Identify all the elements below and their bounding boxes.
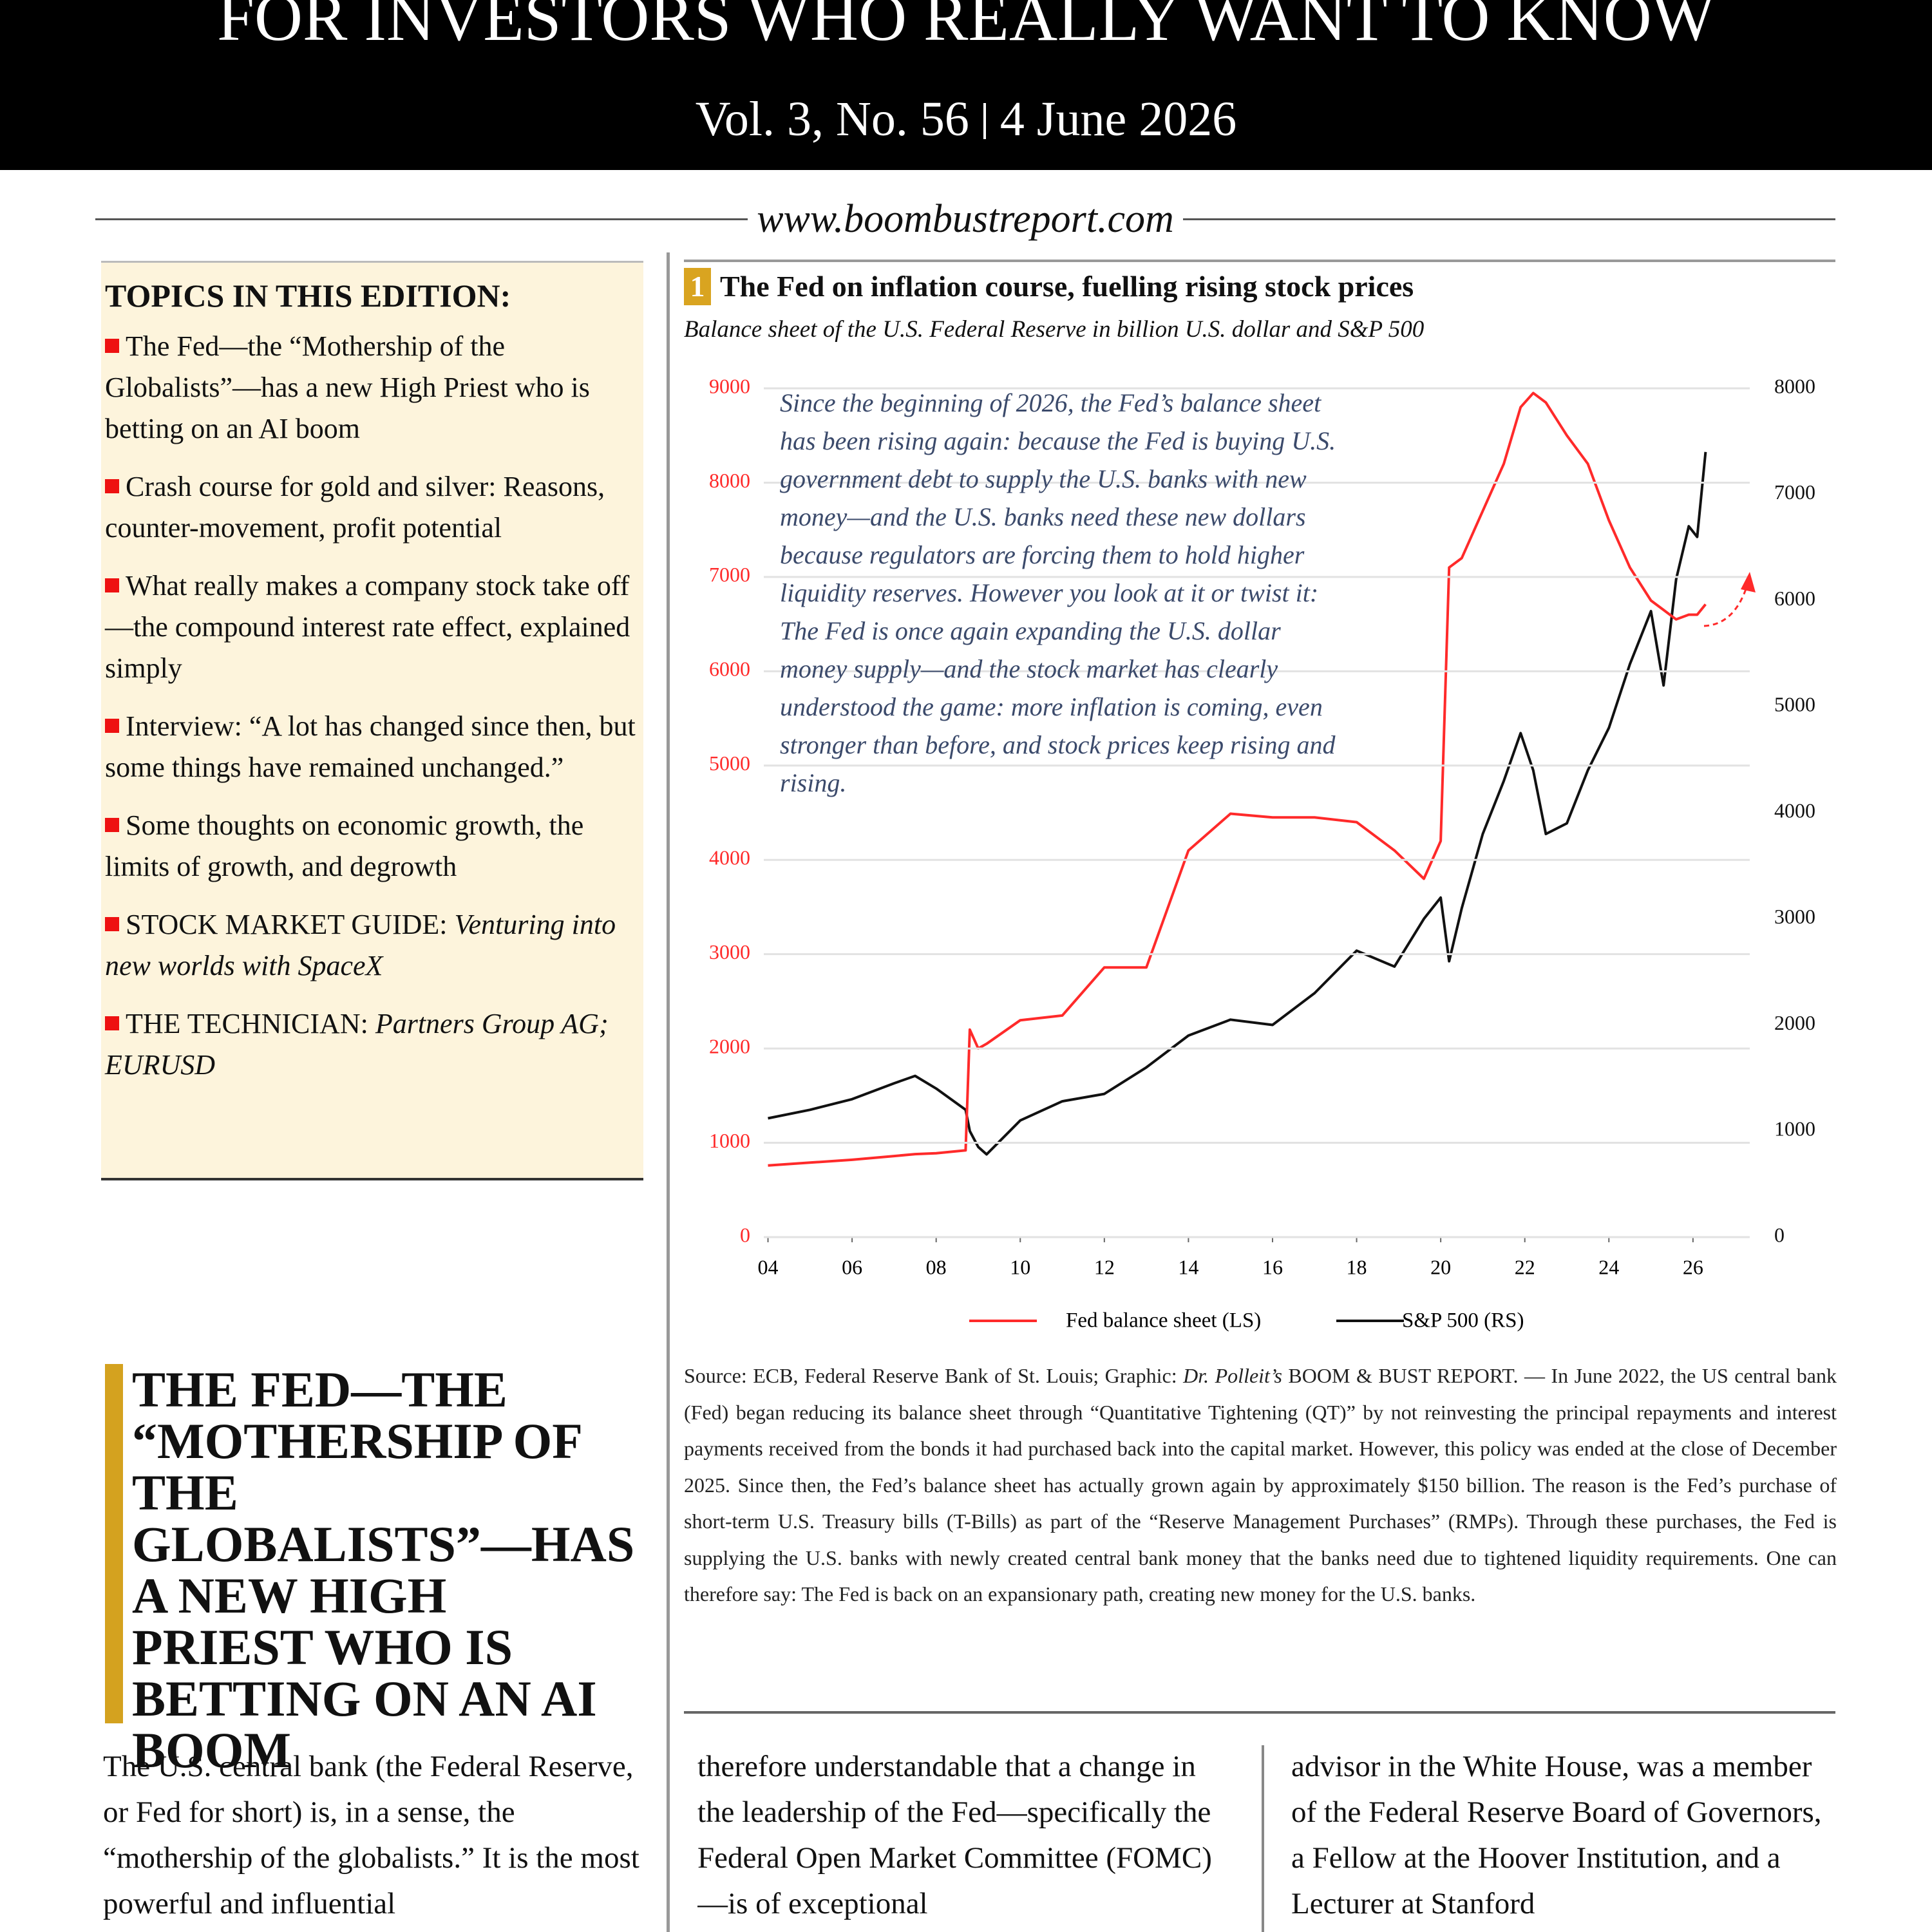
topic-text: Interview: “A lot has changed since then… bbox=[105, 710, 636, 783]
chart-annotation: Since the beginning of 2026, the Fed’s b… bbox=[780, 388, 1336, 797]
y-tick-label: 3000 bbox=[709, 940, 750, 963]
source-text: Source: ECB, Federal Reserve Bank of St.… bbox=[684, 1364, 1184, 1387]
annotation-arrow bbox=[1703, 587, 1748, 627]
article-headline: THE FED—THE “MOTHERSHIP OF THE GLOBALIST… bbox=[105, 1364, 639, 1776]
y2-tick-label: 3000 bbox=[1774, 905, 1815, 928]
rule bbox=[95, 218, 748, 220]
rule bbox=[684, 260, 1835, 262]
y2-tick-label: 2000 bbox=[1774, 1011, 1815, 1034]
x-tick-label: 24 bbox=[1598, 1255, 1619, 1278]
rule bbox=[1182, 218, 1835, 220]
y-tick-label: 8000 bbox=[709, 469, 750, 492]
topic-item: STOCK MARKET GUIDE: Venturing into new w… bbox=[105, 904, 638, 987]
topic-item: Interview: “A lot has changed since then… bbox=[105, 706, 638, 788]
y-tick-label: 9000 bbox=[709, 374, 750, 397]
date: 4 June 2026 bbox=[999, 92, 1237, 146]
x-tick-label: 06 bbox=[842, 1255, 862, 1278]
x-tick-label: 08 bbox=[926, 1255, 947, 1278]
chart-subtitle: Balance sheet of the U.S. Federal Reserv… bbox=[684, 316, 1425, 343]
topic-item: Crash course for gold and silver: Reason… bbox=[105, 466, 638, 549]
y2-tick-label: 7000 bbox=[1774, 480, 1815, 504]
y2-tick-label: 4000 bbox=[1774, 799, 1815, 822]
bullet bbox=[105, 578, 119, 592]
article-column: advisor in the White House, was a member… bbox=[1291, 1750, 1822, 1920]
y2-tick-label: 1000 bbox=[1774, 1117, 1815, 1141]
article-column: The U.S. central bank (the Federal Reser… bbox=[103, 1750, 639, 1920]
topic-text: What really makes a company stock take o… bbox=[105, 570, 630, 684]
series-line bbox=[768, 392, 1707, 1167]
issue-line: Vol. 3, No. 56 4 June 2026 bbox=[0, 90, 1932, 148]
column-divider bbox=[1262, 1745, 1264, 1932]
arrow-head bbox=[1741, 572, 1756, 592]
y2-tick-label: 8000 bbox=[1774, 374, 1815, 397]
x-tick-label: 14 bbox=[1178, 1255, 1198, 1278]
legend-label: Fed balance sheet (LS) bbox=[1066, 1309, 1261, 1332]
rule bbox=[684, 1711, 1835, 1714]
y-tick-label: 6000 bbox=[709, 658, 750, 681]
chart-heading: 1 The Fed on inflation course, fuelling r… bbox=[684, 268, 1414, 305]
y-tick-label: 5000 bbox=[709, 752, 750, 775]
topic-italic: Partners Group AG; EURUSD bbox=[105, 1008, 609, 1081]
y-tick-label: 1000 bbox=[709, 1129, 750, 1152]
topic-text: The Fed—the “Mothership of the Globalist… bbox=[105, 330, 590, 444]
topic-item: Some thoughts on economic growth, the li… bbox=[105, 805, 638, 887]
article-column: therefore understandable that a change i… bbox=[697, 1750, 1212, 1920]
topic-text: Crash course for gold and silver: Reason… bbox=[105, 471, 605, 544]
x-tick-label: 22 bbox=[1515, 1255, 1535, 1278]
legend-label: S&P 500 (RS) bbox=[1402, 1309, 1524, 1332]
figure-number: 1 bbox=[684, 268, 711, 305]
website-line: www.boombustreport.com bbox=[95, 193, 1835, 245]
chart-source: Source: ECB, Federal Reserve Bank of St.… bbox=[684, 1358, 1837, 1613]
y-tick-label: 7000 bbox=[709, 563, 750, 586]
bullet bbox=[105, 818, 119, 832]
topics-box: TOPICS IN THIS EDITION: The Fed—the “Moth… bbox=[101, 261, 643, 1180]
bullet bbox=[105, 917, 119, 931]
y2-tick-label: 0 bbox=[1774, 1223, 1785, 1246]
x-tick-label: 04 bbox=[758, 1255, 779, 1278]
x-tick-label: 10 bbox=[1010, 1255, 1030, 1278]
topic-item: THE TECHNICIAN: Partners Group AG; EURUS… bbox=[105, 1003, 638, 1086]
separator bbox=[983, 103, 986, 139]
topic-item: The Fed—the “Mothership of the Globalist… bbox=[105, 326, 638, 450]
x-tick-label: 26 bbox=[1683, 1255, 1703, 1278]
column-divider bbox=[667, 252, 670, 1932]
bullet bbox=[105, 1016, 119, 1030]
x-tick-label: 12 bbox=[1094, 1255, 1115, 1278]
topic-text: THE TECHNICIAN: bbox=[126, 1008, 375, 1039]
topic-item: What really makes a company stock take o… bbox=[105, 565, 638, 689]
source-text: BOOM & BUST REPORT. — In June 2022, the … bbox=[684, 1364, 1837, 1605]
chart-title: The Fed on inflation course, fuelling ri… bbox=[720, 270, 1414, 303]
x-tick-label: 18 bbox=[1347, 1255, 1367, 1278]
bullet bbox=[105, 479, 119, 493]
y2-tick-label: 6000 bbox=[1774, 587, 1815, 610]
masthead-title: FOR INVESTORS WHO REALLY WANT TO KNOW bbox=[217, 0, 1715, 55]
bullet bbox=[105, 719, 119, 733]
x-tick-label: 16 bbox=[1262, 1255, 1283, 1278]
bullet bbox=[105, 339, 119, 353]
topic-text: STOCK MARKET GUIDE: bbox=[126, 909, 455, 940]
x-tick-label: 20 bbox=[1430, 1255, 1451, 1278]
topic-text: Some thoughts on economic growth, the li… bbox=[105, 810, 584, 882]
masthead: FOR INVESTORS WHO REALLY WANT TO KNOW Vo… bbox=[0, 0, 1932, 170]
issue: Vol. 3, No. 56 bbox=[695, 92, 969, 146]
source-text: Dr. Polleit’s bbox=[1183, 1364, 1282, 1387]
y-tick-label: 2000 bbox=[709, 1034, 750, 1057]
topic-italic: Venturing into new worlds with SpaceX bbox=[105, 909, 616, 981]
topics-heading: TOPICS IN THIS EDITION: bbox=[105, 278, 511, 314]
y2-tick-label: 5000 bbox=[1774, 693, 1815, 716]
y-tick-label: 4000 bbox=[709, 846, 750, 869]
y-tick-label: 0 bbox=[740, 1223, 750, 1246]
website: www.boombustreport.com bbox=[757, 196, 1174, 241]
chart: S&P 500 (RS) Fed balance sheet (LS) 26 24 22… bbox=[709, 374, 1815, 1332]
